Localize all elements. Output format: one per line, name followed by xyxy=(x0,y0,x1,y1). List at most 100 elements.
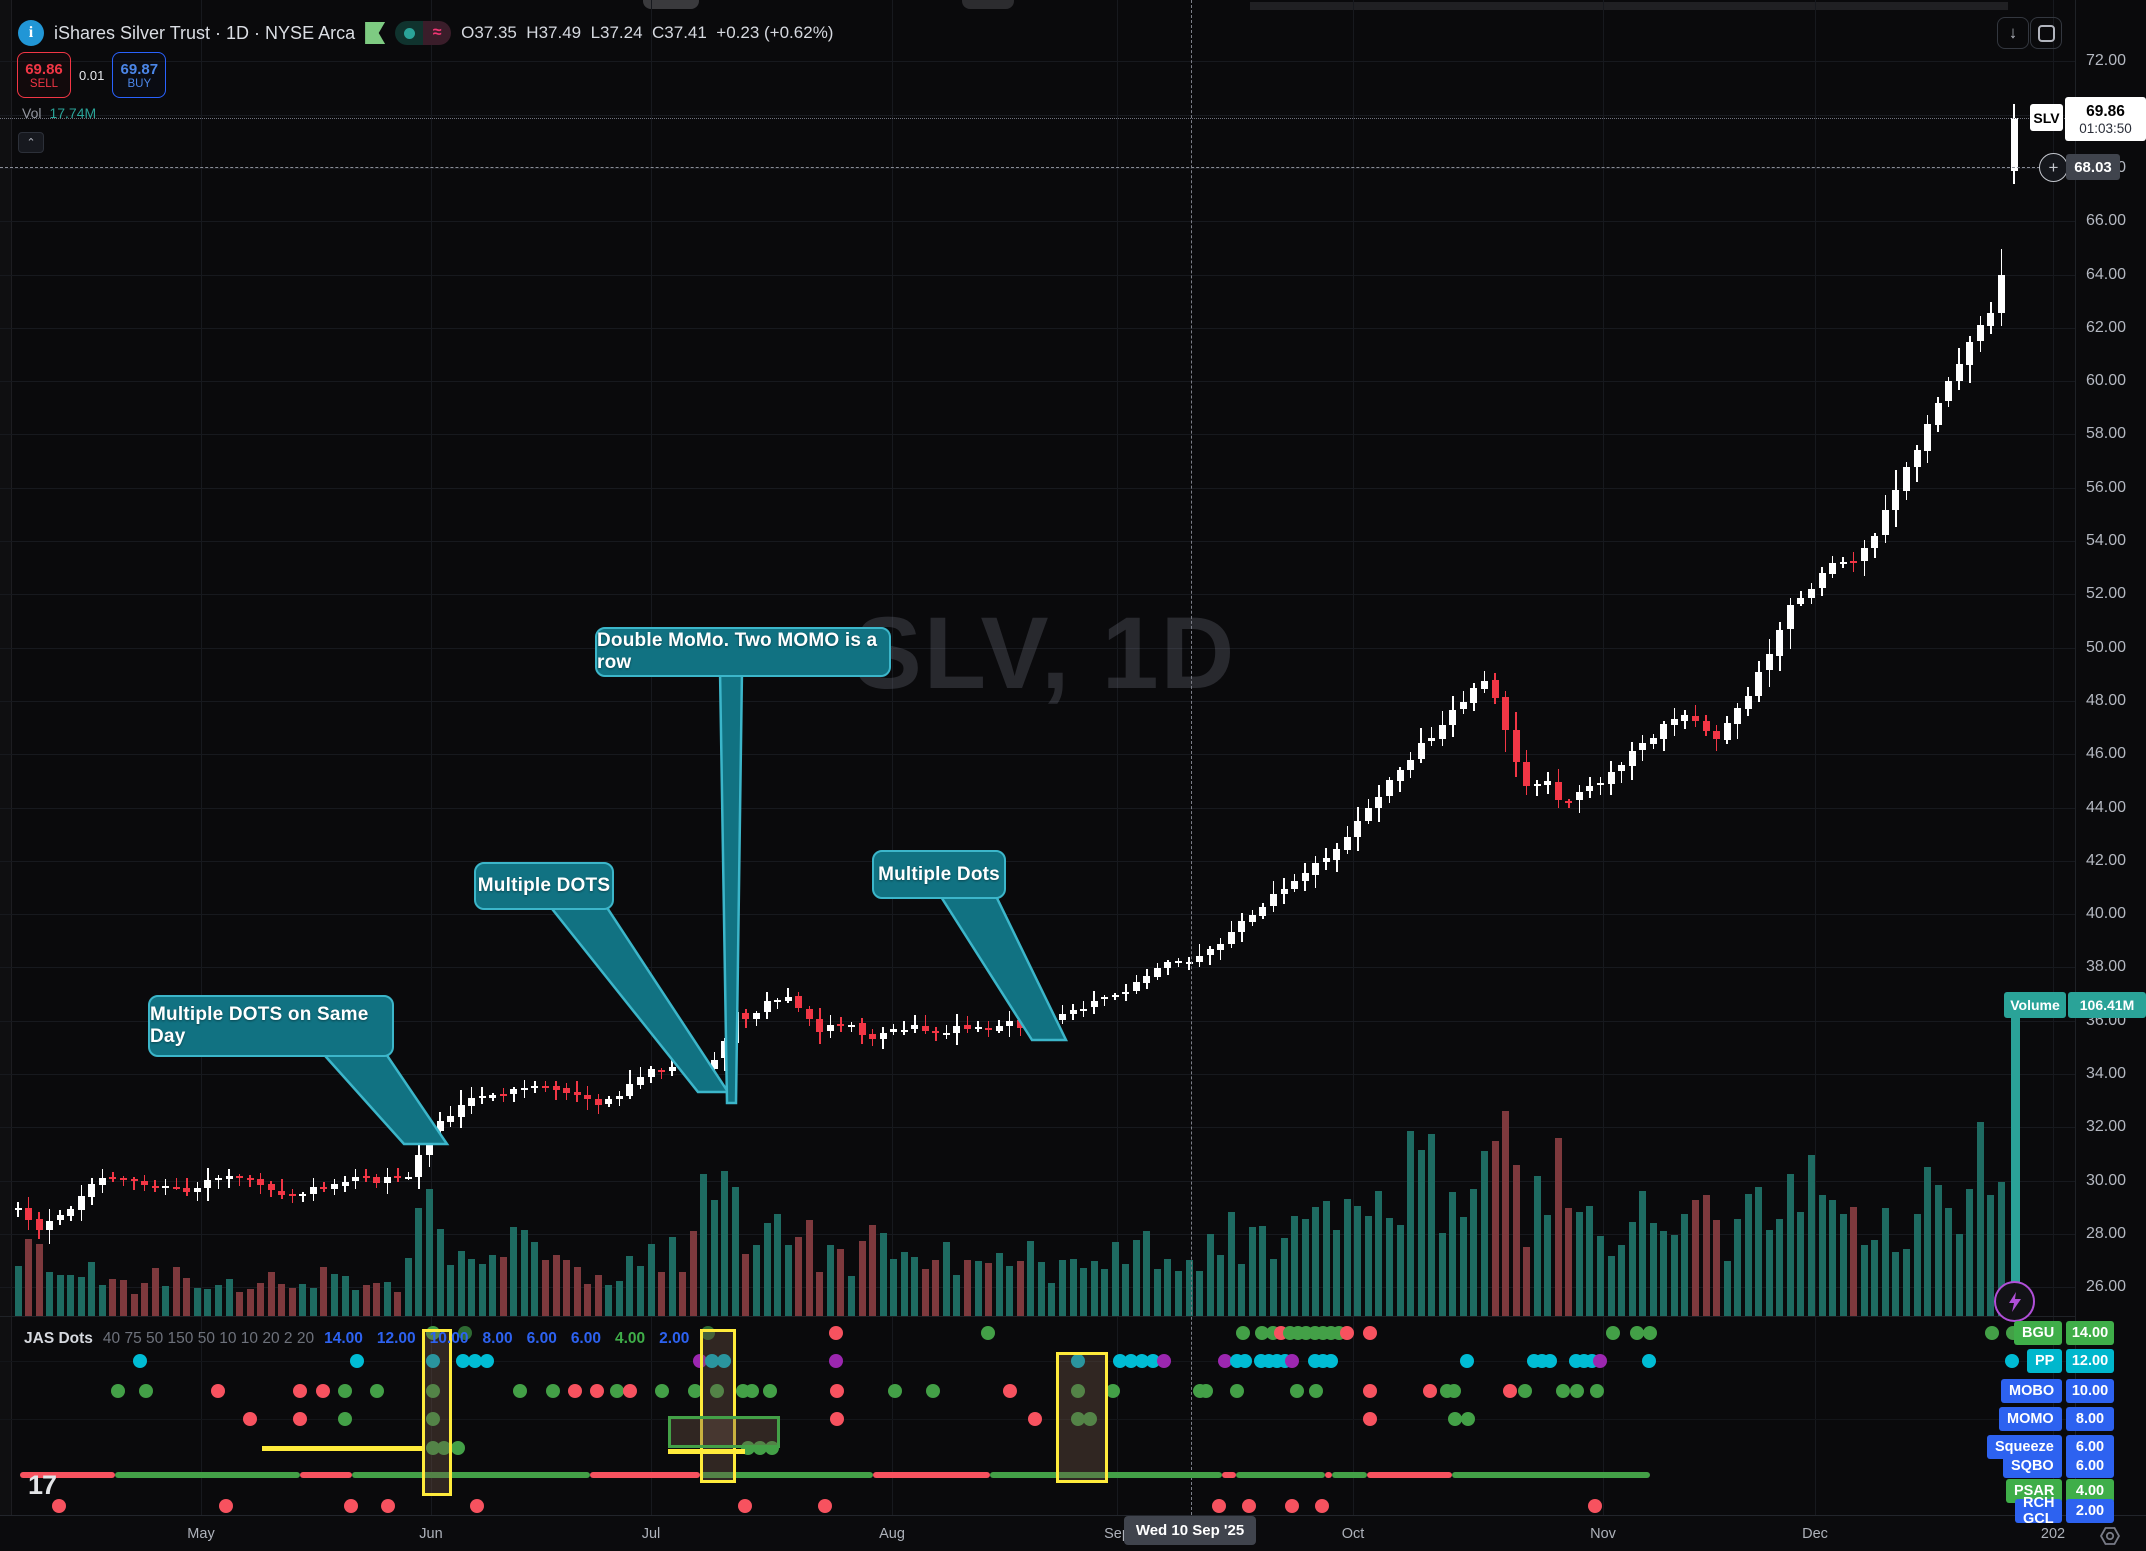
volume-bar xyxy=(668,1237,676,1316)
candle xyxy=(1649,738,1657,745)
info-icon[interactable]: i xyxy=(18,20,44,46)
candle xyxy=(499,1093,507,1096)
indicator-dot xyxy=(829,1326,843,1340)
v-gridline xyxy=(1117,0,1118,1515)
market-status-pill[interactable]: ≈ xyxy=(395,21,452,45)
volume-bar xyxy=(1312,1206,1320,1316)
volume-bar xyxy=(816,1271,824,1316)
timezone-settings-icon[interactable] xyxy=(2098,1524,2122,1551)
price-axis[interactable] xyxy=(2075,0,2146,1515)
volume-bar xyxy=(900,1251,908,1316)
callout-multiple-dots-aug[interactable]: Multiple Dots xyxy=(872,850,1006,899)
candle-wick xyxy=(1198,944,1201,968)
candle-wick xyxy=(133,1176,135,1190)
h-gridline xyxy=(0,1287,2075,1289)
h-gridline xyxy=(0,860,2075,862)
candle xyxy=(1892,489,1900,511)
candle xyxy=(25,1207,33,1221)
h-gridline xyxy=(0,274,2075,276)
candle xyxy=(900,1029,908,1032)
volume-bar xyxy=(890,1259,898,1316)
volume-bar xyxy=(1006,1266,1014,1316)
indicator-dot xyxy=(1985,1326,1999,1340)
candle xyxy=(1755,671,1763,697)
price-tick-label: 38.00 xyxy=(2086,958,2127,976)
h-gridline xyxy=(0,114,2075,116)
callout-multiple-dots-jul[interactable]: Multiple DOTS xyxy=(474,862,614,910)
candle-wick xyxy=(397,1167,399,1183)
candle xyxy=(1544,781,1552,785)
volume-bar xyxy=(911,1257,919,1316)
indicator-dot xyxy=(211,1384,225,1398)
candle xyxy=(278,1190,286,1196)
yellow-trendline[interactable] xyxy=(262,1446,422,1451)
symbol-title[interactable]: iShares Silver Trust · 1D · NYSE Arca xyxy=(54,22,356,43)
indicator-title[interactable]: JAS Dots xyxy=(24,1330,93,1347)
volume-bar xyxy=(267,1271,275,1316)
candle xyxy=(225,1175,233,1179)
indicator-dot xyxy=(753,1441,767,1455)
volume-bar xyxy=(299,1283,307,1316)
volume-bar xyxy=(1016,1261,1024,1316)
volume-bar xyxy=(35,1243,43,1316)
volume-bar xyxy=(468,1259,476,1316)
indicator-dot xyxy=(1556,1384,1570,1398)
price-tick-label: 48.00 xyxy=(2086,691,2127,709)
candle xyxy=(120,1178,127,1181)
callout-text: Multiple Dots xyxy=(878,863,1000,885)
indicator-dot xyxy=(1212,1499,1226,1513)
indicator-dot xyxy=(1518,1384,1532,1398)
yellow-highlight-rect[interactable] xyxy=(422,1329,452,1496)
volume-bar xyxy=(67,1274,75,1316)
callout-multiple-dots-same-day[interactable]: Multiple DOTS on Same Day xyxy=(148,995,394,1057)
download-button[interactable]: ↓ xyxy=(1997,17,2029,49)
volume-bar xyxy=(415,1208,423,1316)
candle xyxy=(1512,729,1520,763)
candle xyxy=(288,1194,296,1197)
callout-double-momo[interactable]: Double MoMo. Two MOMO is a row xyxy=(595,627,891,677)
flag-icon[interactable] xyxy=(365,22,386,44)
indicator-dot xyxy=(745,1384,759,1398)
yellow-trendline[interactable] xyxy=(668,1449,745,1454)
candle xyxy=(478,1096,486,1099)
buy-button[interactable]: 69.87 BUY xyxy=(112,52,167,98)
candle xyxy=(531,1086,539,1089)
volume-bar xyxy=(1554,1137,1562,1316)
h-gridline xyxy=(0,1233,2075,1235)
boost-lightning-button[interactable] xyxy=(1994,1281,2035,1322)
volume-bar xyxy=(1153,1268,1161,1316)
h-gridline xyxy=(0,594,2075,596)
volume-bar xyxy=(1829,1200,1837,1316)
time-axis[interactable] xyxy=(0,1515,2146,1551)
spread-value: 0.01 xyxy=(79,67,105,83)
indicator-row-value: 6.00 xyxy=(2066,1454,2114,1478)
candle-wick xyxy=(407,1172,410,1181)
add-alert-plus-button[interactable]: + xyxy=(2039,153,2068,182)
pane-separator[interactable] xyxy=(0,1316,2146,1317)
volume-bar xyxy=(510,1226,518,1316)
volume-bar xyxy=(1808,1155,1815,1316)
indicator-dot xyxy=(1460,1354,1474,1368)
yellow-highlight-rect[interactable] xyxy=(700,1329,736,1483)
green-highlight-rect[interactable] xyxy=(668,1416,780,1448)
indicator-dot xyxy=(1124,1354,1138,1368)
candle xyxy=(362,1176,370,1179)
volume-bar xyxy=(1196,1271,1204,1316)
last-price-value: 69.86 xyxy=(2086,102,2125,120)
collapse-pane-button[interactable]: ⌃ xyxy=(18,132,44,153)
candle xyxy=(1364,807,1372,821)
restore-window-button[interactable] xyxy=(2030,17,2062,49)
left-toolbar-edge[interactable] xyxy=(0,0,12,1551)
candle xyxy=(1670,719,1678,725)
sell-button[interactable]: 69.86 SELL xyxy=(17,52,71,98)
volume-bar xyxy=(204,1289,212,1316)
candle xyxy=(911,1024,919,1029)
volume-bar xyxy=(1839,1214,1847,1316)
candle xyxy=(816,1019,824,1032)
h-gridline xyxy=(0,700,2075,702)
tradingview-logo[interactable]: 17 xyxy=(28,1470,57,1500)
candle xyxy=(1312,863,1320,875)
volume-bar xyxy=(1269,1258,1277,1316)
yellow-highlight-rect[interactable] xyxy=(1056,1352,1108,1483)
candle xyxy=(1734,708,1742,724)
